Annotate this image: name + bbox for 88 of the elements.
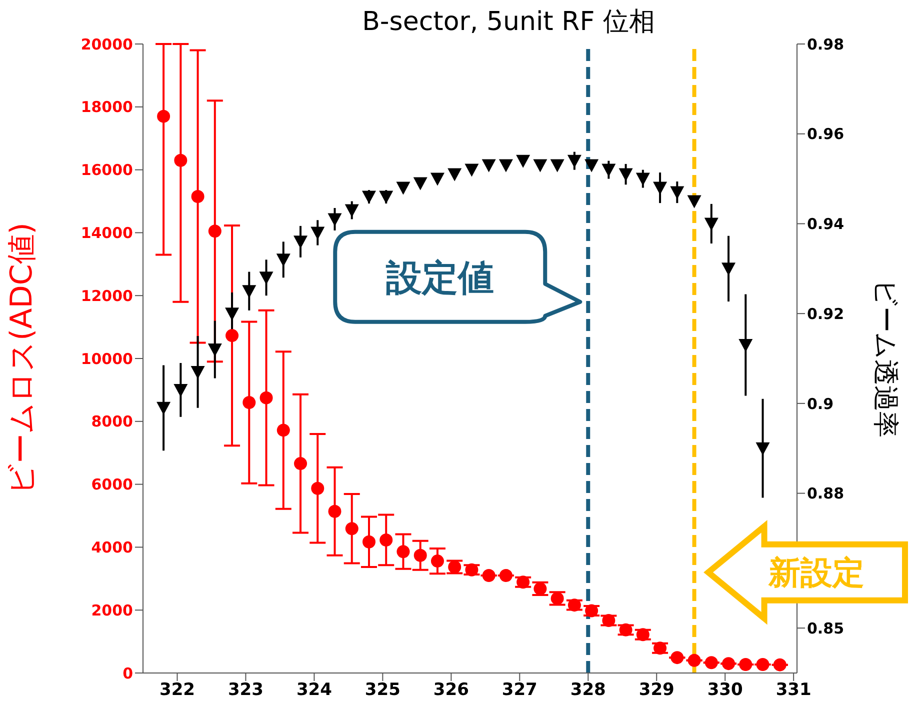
point — [174, 384, 188, 397]
point — [345, 522, 358, 536]
point — [756, 442, 770, 456]
x-tick-label: 331 — [776, 680, 812, 700]
point — [396, 182, 410, 195]
annotation: 設定値 — [385, 258, 494, 299]
y2-tick-label: 0.88 — [807, 484, 844, 503]
y2-tick-label: 0.9 — [807, 394, 834, 413]
point — [174, 154, 188, 167]
point — [430, 554, 444, 568]
point — [242, 396, 256, 410]
point — [533, 159, 548, 172]
point — [498, 159, 513, 172]
point — [738, 339, 753, 352]
point — [654, 642, 667, 655]
x-tick-label: 327 — [502, 680, 538, 700]
point — [379, 190, 394, 204]
point — [190, 366, 205, 379]
point — [602, 164, 616, 177]
y-tick-label: 14000 — [80, 224, 133, 242]
point — [722, 262, 736, 276]
y-tick-label: 8000 — [91, 412, 133, 431]
x-tick-label: 324 — [296, 680, 332, 700]
y2-tick-label: 0.92 — [807, 304, 844, 323]
x-tick-label: 325 — [364, 680, 400, 700]
x-tick-label: 326 — [433, 680, 469, 700]
point — [362, 190, 376, 204]
y2-tick-label: 0.98 — [807, 35, 844, 54]
point — [311, 482, 324, 495]
point — [259, 272, 274, 285]
speech-bubble: 設定値 — [333, 230, 582, 324]
y-axis-title: ビームロス(ADC値) — [4, 222, 40, 494]
chart-title: B-sector, 5unit RF 位相 — [361, 7, 656, 37]
point — [448, 168, 462, 182]
x-tick-label: 323 — [228, 680, 264, 700]
point — [550, 159, 564, 172]
point — [344, 204, 359, 218]
point — [294, 457, 308, 470]
y-tick-label: 6000 — [91, 476, 133, 494]
point — [670, 186, 684, 200]
point — [208, 224, 222, 238]
y2-axis-title: ビーム透過率 — [870, 280, 900, 438]
point — [156, 402, 171, 415]
point — [584, 159, 599, 172]
point — [636, 172, 650, 186]
x-tick-label: 322 — [159, 680, 195, 700]
y-tick-label: 16000 — [80, 161, 133, 180]
point — [413, 177, 428, 190]
x-tick-label: 329 — [638, 680, 674, 700]
point — [636, 628, 650, 642]
y-tick-label: 12000 — [80, 286, 133, 305]
point — [225, 308, 240, 321]
point — [362, 535, 376, 548]
point — [157, 110, 170, 123]
y2-tick-label: 0.96 — [807, 125, 844, 144]
point — [191, 190, 204, 204]
point — [208, 344, 222, 357]
annotation: 新設定 — [767, 553, 864, 592]
x-tick-label: 328 — [570, 680, 606, 700]
point — [260, 391, 273, 404]
y-tick-label: 2000 — [91, 601, 133, 620]
y-tick-label: 0 — [122, 664, 133, 682]
point — [687, 195, 702, 208]
point — [653, 182, 668, 195]
point — [567, 154, 582, 168]
y-tick-label: 18000 — [80, 98, 133, 116]
y-tick-label: 20000 — [80, 35, 133, 54]
y-tick-label: 10000 — [80, 350, 133, 368]
point — [414, 548, 427, 562]
point — [328, 504, 342, 518]
point — [276, 424, 290, 437]
point — [294, 236, 308, 249]
point — [618, 168, 633, 182]
y-tick-label: 4000 — [91, 538, 133, 557]
y2-tick-label: 0.94 — [807, 215, 844, 234]
point — [226, 329, 239, 342]
point — [464, 164, 479, 177]
point — [310, 226, 325, 240]
point — [328, 213, 342, 226]
x-tick-label: 330 — [707, 680, 743, 700]
point — [482, 159, 496, 172]
point — [380, 533, 393, 546]
point — [396, 545, 410, 558]
point — [704, 218, 718, 231]
point — [430, 172, 444, 186]
point — [516, 154, 530, 168]
point — [276, 254, 290, 267]
point — [242, 285, 256, 298]
